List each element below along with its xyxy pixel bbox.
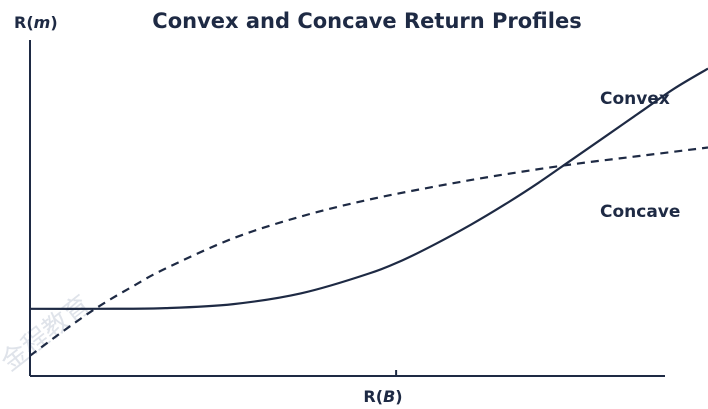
x-axis-label: R(B) [363, 387, 402, 406]
convex-series-label: Convex [600, 89, 670, 109]
convex-curve [29, 67, 708, 310]
chart-title: Convex and Concave Return Profiles [152, 9, 581, 33]
y-axis-label: R(m) [14, 13, 58, 32]
watermark-text: 金程教育 [0, 290, 96, 378]
concave-series-label: Concave [600, 202, 680, 222]
concave-curve [29, 146, 708, 357]
series-labels: Convex Concave [600, 89, 680, 222]
curves [29, 67, 708, 357]
